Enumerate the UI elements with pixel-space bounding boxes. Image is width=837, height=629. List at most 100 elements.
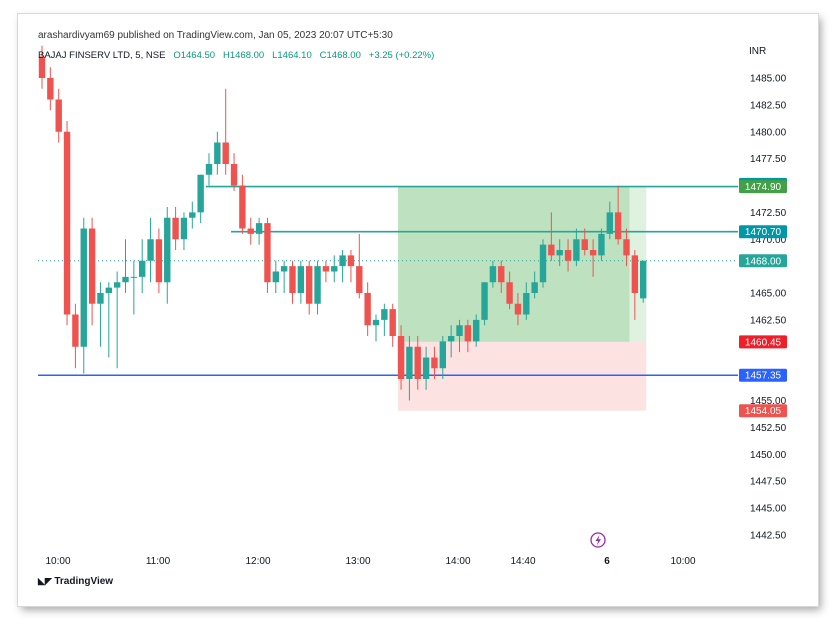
candle-body [122, 276, 129, 283]
price-label: 1460.45 [739, 335, 787, 349]
candle[interactable] [564, 239, 572, 272]
candle[interactable] [598, 228, 605, 261]
candle[interactable] [581, 228, 588, 256]
candle[interactable] [640, 260, 647, 303]
target-zone[interactable] [398, 186, 630, 342]
candle[interactable] [406, 336, 413, 401]
candle[interactable] [197, 174, 204, 224]
candle[interactable] [397, 325, 405, 390]
candle[interactable] [155, 228, 163, 294]
candle-body [139, 260, 146, 277]
candle[interactable] [214, 131, 221, 175]
stop-zone[interactable] [398, 341, 647, 411]
candle[interactable] [239, 174, 246, 234]
candle[interactable] [122, 239, 129, 293]
candle[interactable] [606, 201, 613, 240]
candle-body [372, 319, 380, 326]
y-tick-label: 1480.00 [750, 127, 787, 138]
candle[interactable] [548, 212, 555, 261]
candle[interactable] [314, 260, 321, 315]
candle[interactable] [113, 271, 121, 369]
candle[interactable] [164, 207, 171, 304]
tradingview-logo[interactable]: ◣◤ TradingView [38, 576, 113, 587]
candle[interactable] [172, 207, 179, 250]
candle[interactable] [473, 314, 480, 347]
candle[interactable] [489, 260, 497, 288]
candle-body [72, 314, 79, 347]
candle-body [481, 282, 488, 320]
candle[interactable] [506, 271, 513, 310]
candle[interactable] [130, 260, 138, 315]
candle[interactable] [456, 319, 463, 353]
candle[interactable] [372, 314, 380, 342]
candle[interactable] [139, 239, 146, 293]
candle-body [414, 346, 421, 379]
candle[interactable] [447, 325, 455, 358]
candle[interactable] [222, 88, 229, 175]
candle[interactable] [247, 217, 254, 245]
candle[interactable] [498, 260, 505, 293]
candle[interactable] [431, 346, 438, 379]
candle[interactable] [514, 293, 522, 326]
candle-body [364, 293, 371, 326]
candle[interactable] [72, 303, 79, 369]
candle[interactable] [88, 217, 96, 326]
candle[interactable] [264, 217, 271, 293]
candle[interactable] [389, 303, 396, 347]
candle[interactable] [414, 336, 421, 390]
candle[interactable] [38, 45, 46, 89]
candle[interactable] [339, 250, 346, 283]
candle[interactable] [306, 260, 313, 315]
candle[interactable] [531, 271, 538, 299]
candle[interactable] [464, 319, 472, 353]
candle[interactable] [422, 346, 430, 390]
candle[interactable] [439, 336, 446, 379]
candle[interactable] [280, 260, 288, 293]
x-axis: 10:00 11:00 12:00 13:00 14:00 14:40 6 10:00 [45, 556, 695, 567]
candle[interactable] [556, 239, 563, 267]
candle[interactable] [331, 255, 338, 283]
candle[interactable] [523, 282, 530, 320]
horizontal-lines [38, 185, 738, 377]
y-tick-label: 1465.00 [750, 289, 787, 300]
candle[interactable] [97, 282, 104, 347]
candle[interactable] [189, 201, 196, 229]
candle[interactable] [147, 217, 154, 283]
candle[interactable] [63, 121, 71, 326]
candle[interactable] [481, 282, 488, 326]
candle-body [606, 212, 613, 234]
price-label: 1454.05 [739, 404, 787, 418]
candle[interactable] [272, 260, 279, 293]
candle-body [422, 357, 430, 379]
candle[interactable] [55, 88, 62, 143]
candle[interactable] [297, 260, 305, 304]
candle[interactable] [289, 260, 296, 304]
candle[interactable] [631, 250, 639, 320]
candle-body [523, 293, 530, 315]
candle[interactable] [47, 67, 54, 111]
price-label: 1468.00 [739, 254, 787, 268]
high-value: H1468.00 [222, 50, 265, 61]
candle[interactable] [347, 250, 355, 283]
candle[interactable] [322, 260, 330, 283]
candle[interactable] [539, 239, 547, 288]
candle[interactable] [105, 282, 112, 358]
candle[interactable] [381, 303, 388, 336]
price-label-text: 1468.00 [745, 256, 782, 267]
candle[interactable] [614, 185, 622, 245]
candle[interactable] [80, 217, 87, 374]
lightning-icon[interactable] [590, 532, 606, 548]
candle[interactable] [623, 228, 630, 267]
symbol-name[interactable]: BAJAJ FINSERV LTD, 5, NSE [38, 50, 166, 61]
candle[interactable] [573, 228, 580, 267]
y-tick-label: 1447.50 [750, 477, 787, 488]
candle[interactable] [356, 233, 363, 299]
candle[interactable] [364, 282, 371, 336]
candle[interactable] [255, 217, 263, 245]
candle[interactable] [589, 239, 597, 277]
candle[interactable] [180, 212, 188, 250]
candle[interactable] [230, 153, 238, 191]
candle-body [205, 164, 213, 175]
candle[interactable] [205, 153, 213, 186]
